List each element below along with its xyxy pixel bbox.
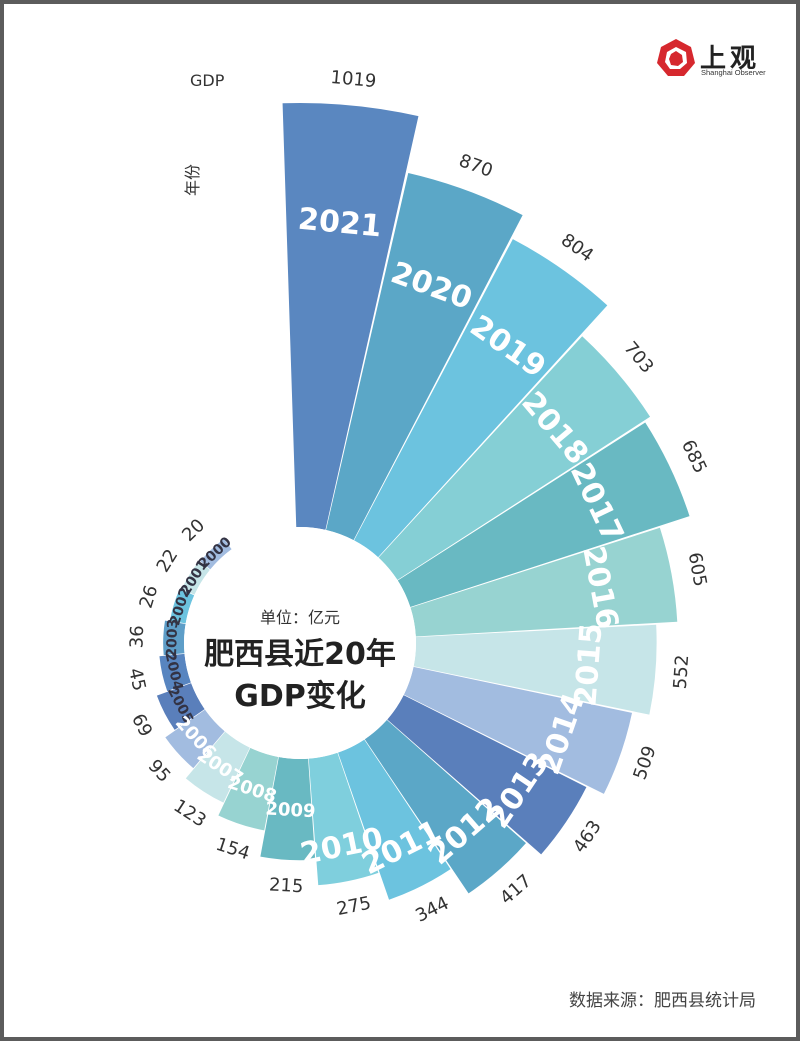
value-label-2017: 685: [677, 437, 711, 477]
value-label-2005: 69: [127, 710, 156, 740]
value-label-2008: 154: [213, 834, 252, 865]
value-label-2007: 123: [170, 795, 210, 831]
bar-2003: [163, 620, 186, 656]
bar-2007: [185, 731, 250, 803]
bar-2006: [165, 709, 225, 769]
chart-center-circle: [184, 527, 416, 759]
bar-2012: [364, 719, 526, 894]
bar-2018: [378, 336, 651, 581]
brand-logo: 上观 Shanghai Observer: [656, 38, 786, 82]
bar-2008: [218, 747, 279, 831]
bar-2009: [260, 757, 316, 861]
value-axis-label: GDP: [190, 71, 225, 90]
value-label-2016: 605: [684, 551, 711, 589]
bar-2011: [338, 739, 451, 900]
value-label-2013: 463: [569, 817, 606, 857]
bar-2014: [403, 666, 633, 794]
bars-group: [156, 102, 690, 900]
bar-2013: [387, 695, 587, 855]
value-label-2011: 344: [412, 893, 452, 927]
shanghai-observer-logo-icon: [657, 39, 695, 76]
value-label-2010: 275: [335, 893, 373, 920]
bar-2001: [181, 561, 210, 595]
value-label-2014: 509: [630, 743, 661, 782]
chart-title: 肥西县近20年 GDP变化: [170, 634, 430, 718]
category-axis-label: 年份: [183, 164, 202, 196]
unit-label: 单位：亿元: [259, 608, 340, 627]
bar-2004: [159, 653, 191, 692]
bar-2010: [308, 752, 379, 886]
data-source-note: 数据来源：肥西县统计局: [569, 991, 756, 1011]
bar-2019: [354, 239, 608, 558]
value-label-2001: 22: [153, 546, 183, 577]
year-label-2015: 2015: [568, 622, 609, 708]
value-label-2006: 95: [144, 756, 175, 787]
radial-bar-chart: 2000200120022003200420052006200720082009…: [124, 67, 711, 927]
value-label-2020: 870: [456, 150, 496, 182]
value-label-2019: 804: [557, 230, 597, 267]
bar-2015: [413, 624, 657, 715]
brand-name-cn: 上观: [700, 44, 761, 74]
chart-title-line-1: 肥西县近20年: [204, 637, 396, 672]
value-label-2012: 417: [496, 870, 536, 908]
bar-2016: [410, 527, 678, 637]
value-label-2002: 26: [136, 583, 163, 611]
value-label-2000: 20: [178, 515, 209, 546]
year-label-2009: 2009: [265, 798, 316, 822]
bar-2017: [397, 422, 690, 608]
value-label-2018: 703: [619, 338, 657, 378]
bar-2002: [169, 588, 195, 624]
year-label-2003: 2003: [164, 618, 181, 658]
year-label-2021: 2021: [297, 202, 383, 245]
value-label-2021: 1019: [330, 67, 378, 92]
bar-2005: [156, 683, 205, 730]
chart-title-line-2: GDP变化: [234, 679, 366, 714]
value-label-2015: 552: [670, 654, 694, 690]
bar-2021: [282, 102, 419, 530]
bar-2000: [200, 538, 232, 570]
brand-name-en: Shanghai Observer: [701, 68, 766, 77]
value-label-2009: 215: [268, 874, 303, 897]
bar-2020: [326, 173, 523, 541]
infographic-card: 2000 2001 2002 2003 2004 2005 2006 2007 2008 2009…: [4, 4, 796, 1037]
value-label-2004: 45: [124, 666, 150, 693]
value-label-2003: 36: [126, 625, 148, 649]
